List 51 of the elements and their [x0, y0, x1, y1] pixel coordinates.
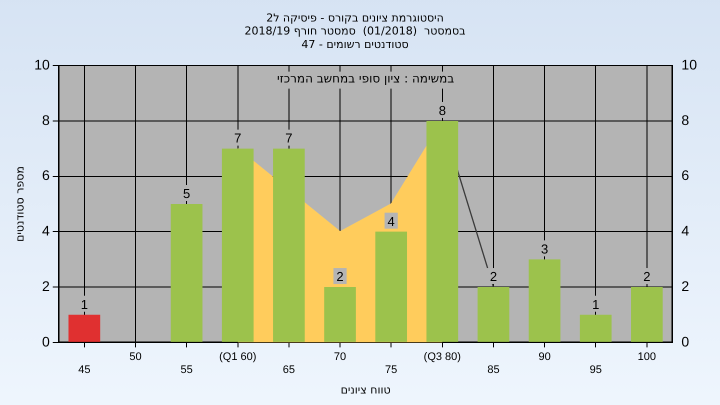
y2-tick-label: 4 — [681, 222, 690, 239]
bar — [170, 204, 202, 342]
data-label: 2 — [336, 269, 344, 284]
chart-title: היסטוגרמת ציונים בקורס - פיסיקה ל2 — [266, 11, 444, 24]
y2-tick-label: 10 — [681, 56, 698, 72]
bar — [273, 148, 305, 342]
y-tick-label: 4 — [42, 222, 50, 239]
bar — [222, 148, 254, 342]
x-tick-label: 50 — [129, 351, 142, 364]
data-label: 8 — [438, 103, 446, 118]
x-tick-label: (Q3 80) — [424, 351, 461, 364]
y2-tick-label: 2 — [681, 278, 690, 294]
bar — [478, 287, 510, 342]
y-axis-title: מספר סטודנטים — [13, 166, 26, 242]
x-tick-label: 75 — [385, 364, 398, 376]
x-tick-label: (Q1 60) — [219, 351, 256, 364]
data-label: 2 — [643, 269, 650, 284]
data-label: 7 — [234, 130, 242, 146]
x-tick-label: 100 — [638, 351, 656, 364]
bar — [528, 259, 560, 342]
y-tick-label: 2 — [42, 278, 50, 294]
data-label: 2 — [490, 269, 498, 284]
y2-tick-label: 8 — [681, 112, 690, 128]
x-tick-label: 85 — [487, 364, 500, 376]
bar — [375, 232, 408, 342]
x-axis-title: טווח ציונים — [340, 383, 391, 396]
y2-tick-label: 6 — [681, 167, 690, 184]
annotation: במשימה : ציון סופי במחשב המרכזי — [276, 72, 454, 86]
data-label: 7 — [285, 130, 293, 146]
bar — [68, 314, 100, 342]
y-tick-label: 8 — [42, 112, 50, 128]
data-label: 5 — [183, 186, 190, 202]
bar — [324, 287, 356, 342]
x-tick-label: 45 — [78, 364, 90, 376]
chart-subtitle: בסמסטר (01/2018) סמסטר חורף 2018/19 סטודנטים רשומים - 47 — [244, 24, 466, 51]
x-tick-label: 55 — [180, 364, 193, 376]
y-tick-label: 6 — [42, 167, 50, 184]
bar — [426, 120, 458, 342]
x-tick-label: 90 — [538, 351, 551, 364]
bar — [631, 287, 663, 342]
x-tick-label: 95 — [590, 364, 602, 376]
x-tick-label: 70 — [334, 351, 346, 364]
data-label: 1 — [80, 296, 88, 312]
bar — [580, 314, 612, 342]
y-tick-label: 10 — [34, 56, 50, 72]
y-tick-label: 0 — [42, 333, 50, 350]
data-label: 3 — [540, 241, 548, 256]
data-label: 4 — [388, 214, 395, 229]
y2-tick-label: 0 — [681, 333, 690, 350]
data-label: 1 — [592, 296, 600, 312]
x-tick-label: 65 — [282, 364, 296, 376]
